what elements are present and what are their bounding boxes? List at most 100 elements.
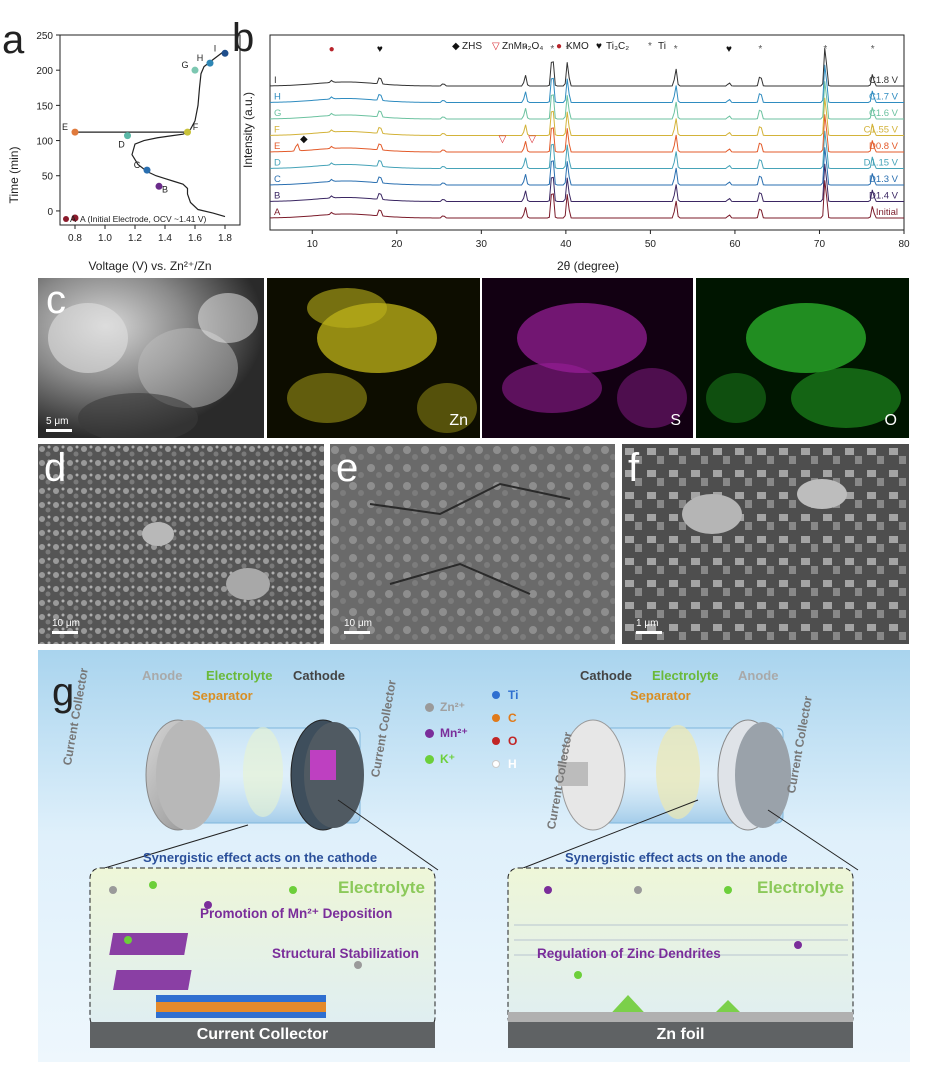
element-label-zn: Zn xyxy=(449,412,468,429)
atom-legend-h: H xyxy=(492,757,518,771)
scale-bar-e: 10 μm xyxy=(344,618,372,634)
series-state-b: D1.4 V xyxy=(869,191,899,202)
y-axis-label: Intensity (a.u.) xyxy=(241,92,255,168)
xrd-pattern-d xyxy=(269,130,904,169)
x-tick-label: 0.8 xyxy=(68,233,82,244)
y-tick-label: 0 xyxy=(47,207,53,218)
xrd-pattern-e xyxy=(269,114,904,153)
xrd-pattern-c xyxy=(269,147,904,186)
phase-marker: ▽ xyxy=(499,134,507,145)
state-point-i xyxy=(221,49,229,57)
series-state-d: D1.15 V xyxy=(864,158,899,169)
electrolyte-box-label-right: Electrolyte xyxy=(757,878,844,897)
phase-marker: * xyxy=(674,44,678,55)
mn-ion-icon xyxy=(425,728,434,738)
series-label-a: A xyxy=(274,207,281,218)
x-axis-label: 2θ (degree) xyxy=(557,259,619,273)
legend-label: ZnMn₂O₄ xyxy=(502,41,543,52)
legend-label: Ti₃C₂ xyxy=(606,41,629,52)
x-tick-label: 1.4 xyxy=(158,233,172,244)
state-point-c xyxy=(143,166,151,174)
state-label-b: B xyxy=(162,184,168,194)
x-tick-label: 40 xyxy=(560,239,572,250)
electrolyte-box-label-left: Electrolyte xyxy=(338,878,425,897)
legend-marker-kmo: ● xyxy=(556,41,562,52)
series-label-c: C xyxy=(274,174,281,185)
schematic-g xyxy=(38,650,910,1062)
cathode-synergy-title: Synergistic effect acts on the cathode xyxy=(143,850,378,865)
legend-marker-tic: ♥ xyxy=(596,41,602,52)
legend-label: ZHS xyxy=(462,41,482,52)
state-label-e: E xyxy=(62,122,68,132)
legend-marker-ti: * xyxy=(648,41,652,52)
phase-marker: * xyxy=(566,44,570,55)
element-label-o: O xyxy=(884,412,897,429)
chart-a: Time (min) Voltage (V) vs. Zn²⁺/Zn A (In… xyxy=(7,31,241,273)
zn-ion-icon xyxy=(425,702,434,712)
xrd-pattern-f xyxy=(269,97,904,136)
eds-map-o: O xyxy=(696,278,909,438)
zinc-dendrites-label: Regulation of Zinc Dendrites xyxy=(537,946,721,961)
y-axis-label: Time (min) xyxy=(7,147,21,204)
sem-image-e: e 10 μm xyxy=(330,444,615,644)
phase-marker: ◆ xyxy=(300,134,308,145)
state-point-g xyxy=(191,66,199,74)
sem-image-c: c 5 μm xyxy=(38,278,264,438)
x-tick-label: 10 xyxy=(307,239,319,250)
chart-b: Intensity (a.u.) 2θ (degree) 10 20 30 40 50 6… xyxy=(241,34,910,273)
plot-frame xyxy=(59,34,241,226)
phase-marker: ● xyxy=(329,44,335,55)
sem-image-d: d 10 μm xyxy=(38,444,324,644)
x-axis-label: Voltage (V) vs. Zn²⁺/Zn xyxy=(88,259,211,273)
state-label-h: H xyxy=(197,53,204,63)
y-tick-label: 200 xyxy=(36,66,53,77)
x-tick-label: 50 xyxy=(645,239,657,250)
series-state-c: D1.3 V xyxy=(869,174,899,185)
legend-note: A (Initial Electrode, OCV ~1.41 V) xyxy=(80,214,207,224)
series-label-d: D xyxy=(274,158,281,169)
panel-label-f: f xyxy=(628,446,640,490)
x-tick-label: 1.2 xyxy=(128,233,142,244)
phase-marker: * xyxy=(550,44,554,55)
anode-synergy-title: Synergistic effect acts on the anode xyxy=(565,850,788,865)
element-label-s: S xyxy=(670,412,681,429)
y-tick-label: 150 xyxy=(36,101,53,112)
state-point-b xyxy=(155,182,163,190)
scale-bar-f: 1 μm xyxy=(636,618,662,634)
panel-label-c: c xyxy=(46,278,66,322)
series-label-g: G xyxy=(274,108,281,119)
panel-label-d: d xyxy=(44,446,67,490)
voltage-time-curve xyxy=(131,50,226,218)
series-label-i: I xyxy=(274,75,277,86)
scale-bar-c: 5 μm xyxy=(46,416,72,432)
separator-label-right: Separator xyxy=(630,688,691,703)
atom-legend-o: O xyxy=(492,734,518,748)
electrolyte-label-left: Electrolyte xyxy=(206,668,273,683)
ion-legend-mn: Mn²⁺ xyxy=(425,726,468,740)
series-label-e: E xyxy=(274,141,280,152)
state-label-d: D xyxy=(118,140,125,150)
separator-label-left: Separator xyxy=(192,688,253,703)
xrd-pattern-a xyxy=(269,180,904,219)
series-state-h: C1.7 V xyxy=(869,92,899,103)
state-point-a xyxy=(71,214,79,222)
x-tick-label: 70 xyxy=(814,239,826,250)
electrolyte-label-right: Electrolyte xyxy=(652,668,719,683)
series-state-i: C1.8 V xyxy=(869,75,899,86)
xrd-pattern-i xyxy=(269,48,904,87)
series-state-f: C1.55 V xyxy=(864,125,899,136)
x-tick-label: 1.6 xyxy=(188,233,202,244)
panel-label-b: b xyxy=(232,16,255,60)
xrd-pattern-b xyxy=(269,163,904,202)
eds-map-s: S xyxy=(482,278,693,438)
state-point-d xyxy=(124,132,131,140)
h-atom-icon xyxy=(492,760,500,768)
state-point-e xyxy=(71,128,79,136)
series-state-a: Initial xyxy=(876,207,898,218)
state-point-h xyxy=(206,59,214,67)
x-tick-label: 30 xyxy=(476,239,488,250)
anode-label-right: Anode xyxy=(738,668,779,683)
structural-stabilization-label: Structural Stabilization xyxy=(272,946,420,961)
xrd-pattern-g xyxy=(269,81,904,120)
series-label-h: H xyxy=(274,92,281,103)
